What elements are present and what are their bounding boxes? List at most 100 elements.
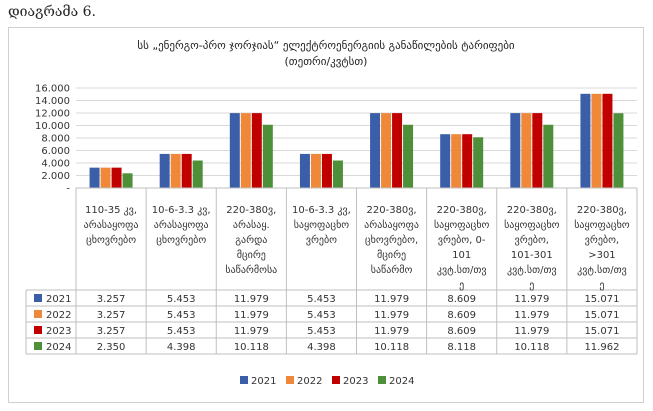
legend-swatch-2023	[332, 376, 340, 384]
y-tick-label: -	[66, 184, 70, 195]
data-label: 11.979	[514, 310, 549, 321]
data-label: 11.979	[374, 326, 409, 337]
legend-label: 2021	[251, 376, 276, 387]
legend-label: 2022	[297, 376, 322, 387]
bar-2024	[332, 160, 343, 188]
y-tick-label: 10.000	[35, 121, 70, 132]
bar-2024	[613, 113, 624, 188]
data-label: 5.453	[167, 294, 196, 305]
data-label: 5.453	[307, 294, 336, 305]
category-label: 10-6-3.3 კვ,	[152, 205, 211, 216]
legend-label: 2024	[389, 376, 414, 387]
bar-2022	[100, 167, 111, 188]
legend-key-2023	[34, 326, 42, 334]
data-label: 5.453	[307, 326, 336, 337]
category-label: ვრებო,	[515, 234, 549, 246]
data-label: 10.118	[234, 342, 269, 353]
data-label: 3.257	[97, 326, 126, 337]
data-label: 5.453	[167, 326, 196, 337]
bar-2024	[262, 124, 273, 188]
bar-2023	[251, 113, 262, 188]
category-label: კვტ.სთ/თვ	[577, 264, 627, 276]
bar-2022	[310, 153, 321, 188]
data-label: 11.979	[374, 294, 409, 305]
bar-2023	[392, 113, 403, 188]
category-label: >301	[588, 250, 615, 261]
bar-2023	[462, 134, 473, 188]
data-label: 10.118	[514, 342, 549, 353]
category-label: 101-301	[511, 250, 553, 261]
chart-frame	[8, 27, 644, 403]
category-label: კვტ.სთ/თვ	[507, 264, 557, 276]
y-tick-label: 2.000	[41, 171, 70, 182]
bar-2023	[602, 93, 613, 188]
category-label: მცირე	[237, 249, 266, 261]
series-name: 2024	[46, 342, 71, 353]
category-label: არასაყოფა	[84, 219, 139, 231]
category-label: გარდა	[235, 234, 267, 246]
data-label: 11.979	[374, 310, 409, 321]
category-label: ვრებო	[306, 234, 337, 246]
bar-2024	[192, 160, 203, 188]
category-label: საყოფაცხო	[574, 219, 630, 231]
bar-2024	[473, 137, 484, 188]
legend-key-2021	[34, 294, 42, 302]
category-label: არასაყ.	[233, 219, 270, 231]
category-label: საწარმო	[371, 264, 413, 276]
category-label: 220-380ვ,	[367, 205, 417, 216]
data-label: 15.071	[584, 294, 619, 305]
bar-2021	[510, 113, 521, 188]
bar-2022	[170, 153, 181, 188]
legend-key-2022	[34, 310, 42, 318]
category-label: საწარმოსა	[225, 264, 277, 276]
bar-2021	[89, 167, 100, 188]
bar-2022	[240, 113, 251, 188]
chart-title: სს „ენერგო-პრო ჯორჯიას“ ელექტროენერგიის …	[8, 38, 644, 70]
data-label: 8.609	[447, 310, 476, 321]
series-name: 2023	[46, 326, 71, 337]
data-label: 11.979	[514, 294, 549, 305]
data-label: 11.962	[584, 342, 619, 353]
category-label: ე	[529, 280, 534, 291]
bar-2024	[403, 124, 414, 188]
y-tick-label: 12.000	[35, 109, 70, 120]
bar-2022	[521, 113, 532, 188]
bar-2021	[440, 134, 451, 188]
bar-2022	[451, 134, 462, 188]
category-label: ვრებო, 0-	[438, 234, 486, 246]
y-tick-label: 14.000	[35, 96, 70, 107]
data-label: 3.257	[97, 310, 126, 321]
category-label: საყოფაცხო	[294, 219, 350, 231]
bar-2023	[181, 153, 192, 188]
category-label: საყოფაცხო	[434, 219, 490, 231]
bar-2022	[381, 113, 392, 188]
y-tick-label: 6.000	[41, 146, 70, 157]
data-label: 4.398	[167, 342, 196, 353]
category-label: 110-35 კვ,	[85, 205, 137, 216]
category-label: 220-380ვ,	[507, 205, 557, 216]
data-label: 10.118	[374, 342, 409, 353]
category-label: კვტ.სთ/თვ	[437, 264, 487, 276]
figure-caption: დიაგრამა 6.	[8, 4, 96, 20]
category-label: ცხოვრებო	[156, 234, 206, 246]
bar-2021	[370, 113, 381, 188]
category-label: არასაყოფა	[154, 219, 209, 231]
category-label: 220-380ვ,	[577, 205, 627, 216]
bar-2023	[321, 153, 332, 188]
data-label: 2.350	[97, 342, 126, 353]
data-label: 11.979	[234, 326, 269, 337]
category-label: საყოფაცხო	[504, 219, 560, 231]
legend-swatch-2021	[240, 376, 248, 384]
category-label: 220-380ვ,	[226, 205, 276, 216]
data-label: 15.071	[584, 310, 619, 321]
bar-2021	[299, 153, 310, 188]
chart-title-line2: (თეთრი/კვტსთ)	[284, 55, 368, 68]
category-label: ცხოვრებო	[86, 234, 136, 246]
chart-title-line1: სს „ენერგო-პრო ჯორჯიას“ ელექტროენერგიის …	[137, 39, 515, 52]
y-tick-label: 4.000	[41, 159, 70, 170]
category-label: მცირე	[377, 249, 406, 261]
category-label: 101	[452, 250, 471, 261]
bar-2024	[122, 173, 133, 188]
bar-2023	[532, 113, 543, 188]
